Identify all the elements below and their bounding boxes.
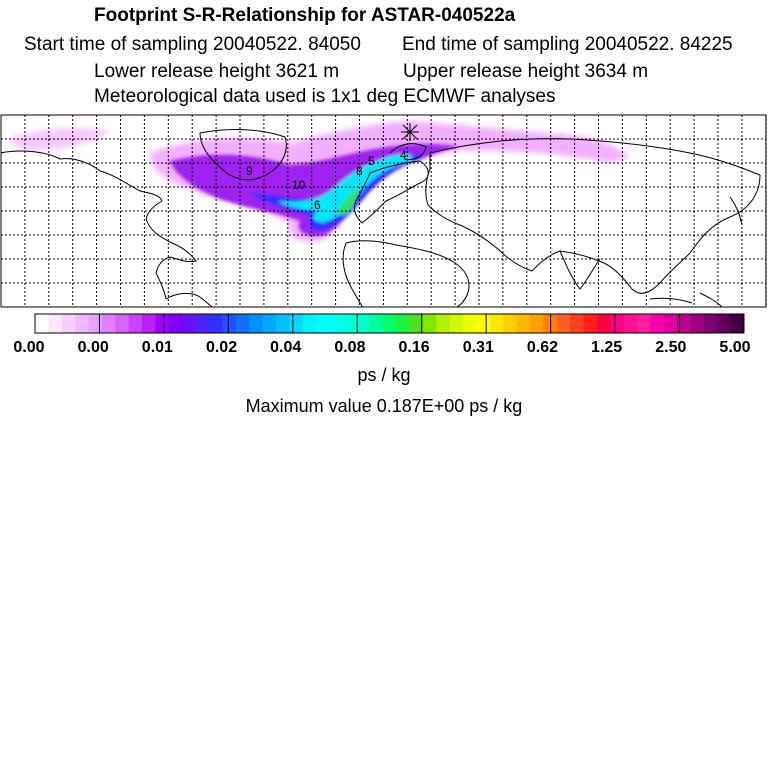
plume-arctic-left <box>10 127 110 151</box>
colorbar-cell <box>436 314 451 333</box>
colorbar-cell <box>489 314 504 333</box>
colorbar-cell <box>677 314 691 333</box>
colorbar-cell <box>382 314 397 333</box>
colorbar-cell <box>396 314 411 333</box>
colorbar-cell <box>529 314 544 333</box>
asia-outline <box>425 138 761 294</box>
colorbar-cell <box>650 314 665 333</box>
plume-peak <box>337 187 358 216</box>
colorbar-cell <box>503 314 518 333</box>
colorbar-cell <box>556 314 571 333</box>
colorbar-frame <box>34 313 745 334</box>
colorbar-cell <box>115 314 130 333</box>
colorbar-cell <box>449 314 464 333</box>
plot-title: Footprint S-R-Relationship for ASTAR-040… <box>94 5 516 26</box>
colorbar-tick-label: 0.08 <box>334 339 366 356</box>
colorbar-tick-label: 0.00 <box>77 339 109 356</box>
colorbar-cell <box>208 314 223 333</box>
south-america-outline <box>165 292 213 307</box>
north-america-outline <box>1 150 197 300</box>
colorbar-cell <box>463 314 477 333</box>
colorbar-tick-label: 0.01 <box>141 339 173 356</box>
met-data-label: Meteorological data used is 1x1 deg ECMW… <box>94 86 556 107</box>
max-value-label: Maximum value 0.187E+00 ps / kg <box>245 396 523 416</box>
contour-label: 10 <box>292 178 306 192</box>
colorbar-cell <box>623 314 638 333</box>
colorbar-tick-label: 2.50 <box>655 339 687 356</box>
colorbar-cell <box>422 314 437 333</box>
start-time-label: Start time of sampling 20040522. 84050 <box>24 34 361 55</box>
contour-label: 4 <box>400 148 407 162</box>
colorbar-cell <box>663 314 678 333</box>
footprint-map: 9 10 6 8 5 4 <box>0 114 767 308</box>
colorbar-tick-label: 0.62 <box>526 339 559 356</box>
colorbar-cell <box>329 314 344 333</box>
colorbar-cell <box>88 314 103 333</box>
colorbar-cell <box>142 314 156 333</box>
colorbar-cell <box>703 314 718 333</box>
colorbar-cell <box>262 314 277 333</box>
colorbar-cell <box>222 314 237 333</box>
colorbar-cell <box>275 314 290 333</box>
colorbar-cell <box>302 314 317 333</box>
colorbar-cell <box>369 314 384 333</box>
colorbar-cell <box>101 314 116 333</box>
plume-core <box>278 154 413 223</box>
graticule <box>1 115 766 307</box>
contour-label: 9 <box>246 164 253 178</box>
contour-labels: 9 10 6 8 5 4 <box>246 148 407 212</box>
colorbar-cell <box>596 314 611 333</box>
receptor-star-icon <box>401 123 419 141</box>
contour-label: 8 <box>356 164 363 178</box>
colorbar-cell <box>409 314 424 333</box>
colorbar-cell <box>570 314 584 333</box>
colorbar-cell <box>182 314 197 333</box>
colorbar-tick-label: 5.00 <box>719 339 751 356</box>
colorbar-cell <box>356 314 370 333</box>
colorbar-cell <box>235 314 250 333</box>
colorbar-cell <box>690 314 705 333</box>
colorbar-cell <box>289 314 304 333</box>
colorbar-cell <box>195 314 210 333</box>
indonesia-outline <box>649 292 723 307</box>
colorbar-cell <box>610 314 625 333</box>
colorbar-cell <box>168 314 183 333</box>
colorbar-cell <box>155 314 170 333</box>
units-label: ps / kg <box>357 365 411 385</box>
colorbar-tick-label: 0.04 <box>270 339 302 356</box>
japan-outline <box>729 196 743 226</box>
colorbar-cell <box>516 314 531 333</box>
colorbar-cell <box>315 314 330 333</box>
colorbar-cell <box>583 314 598 333</box>
colorbar-tick-label: 1.25 <box>591 339 623 356</box>
colorbar <box>34 313 745 334</box>
colorbar-cell <box>75 314 90 333</box>
colorbar-cell <box>636 314 651 333</box>
colorbar-cell <box>48 314 63 333</box>
colorbar-tick-label: 0.00 <box>13 339 45 356</box>
india-outline <box>559 250 601 290</box>
colorbar-cell <box>476 314 491 333</box>
colorbar-tick-label: 0.31 <box>462 339 494 356</box>
end-time-label: End time of sampling 20040522. 84225 <box>402 34 733 55</box>
lower-release-label: Lower release height 3621 m <box>94 61 340 82</box>
greenland-outline <box>199 129 287 181</box>
contour-label: 5 <box>368 154 375 168</box>
map-frame <box>0 114 767 308</box>
colorbar-cell <box>730 314 745 333</box>
colorbar-tick-label: 0.02 <box>205 339 238 356</box>
colorbar-cell <box>35 314 49 333</box>
colorbar-cell <box>717 314 732 333</box>
europe-outline <box>353 160 429 224</box>
contour-label: 6 <box>314 198 321 212</box>
colorbar-cell <box>342 314 357 333</box>
colorbar-cell <box>249 314 263 333</box>
scandinavia-outline <box>389 143 427 160</box>
colorbar-cell <box>61 314 76 333</box>
colorbar-cell <box>128 314 143 333</box>
africa-outline <box>342 240 470 307</box>
upper-release-label: Upper release height 3634 m <box>403 61 649 82</box>
colorbar-tick-label: 0.16 <box>398 339 430 356</box>
